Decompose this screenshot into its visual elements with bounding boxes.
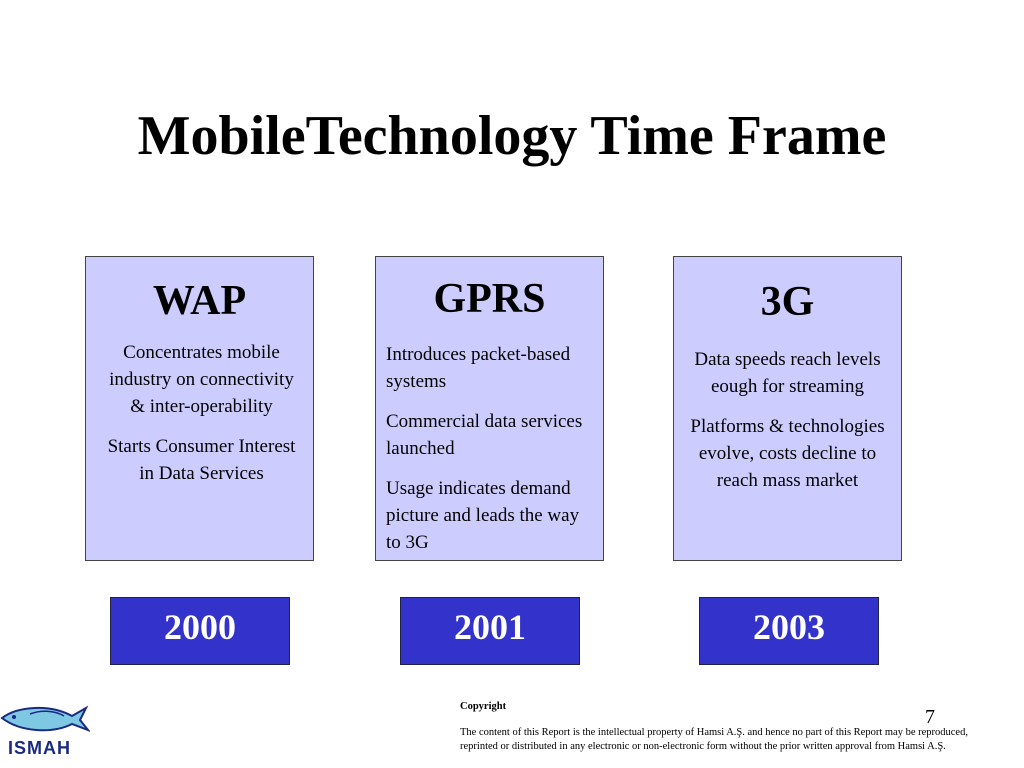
wap-card: WAP Concentrates mobile industry on conn… <box>85 256 314 561</box>
3g-card: 3G Data speeds reach levels eough for st… <box>673 256 902 561</box>
card-body: Introduces packet-based systems Commerci… <box>376 324 603 556</box>
card-point: Concentrates mobile industry on connecti… <box>109 342 294 417</box>
copyright-text: The content of this Report is the intell… <box>460 727 968 752</box>
year-box-2000: 2000 <box>110 597 290 665</box>
card-body: Data speeds reach levels eough for strea… <box>674 327 901 494</box>
card-point: Commercial data services launched <box>386 411 583 459</box>
copyright-heading: Copyright <box>460 701 507 712</box>
page-number: 7 <box>925 706 935 728</box>
copyright-notice: Copyright The content of this Report is … <box>460 700 1000 754</box>
gprs-card: GPRS Introduces packet-based systems Com… <box>375 256 604 561</box>
fish-icon <box>0 705 90 732</box>
card-point: Usage indicates demand picture and leads… <box>386 478 580 553</box>
logo-text: ISMAH <box>8 738 71 758</box>
card-point: Platforms & technologies evolve, costs d… <box>690 416 885 491</box>
card-point: Starts Consumer Interest in Data Service… <box>107 436 296 484</box>
card-body: Concentrates mobile industry on connecti… <box>86 329 313 487</box>
card-heading: GPRS <box>433 276 546 322</box>
year-box-2001: 2001 <box>400 597 580 665</box>
card-point: Introduces packet-based systems <box>386 344 571 392</box>
year-box-2003: 2003 <box>699 597 879 665</box>
card-heading: WAP <box>152 278 247 324</box>
card-point: Data speeds reach levels eough for strea… <box>694 349 881 397</box>
card-heading: 3G <box>760 279 815 325</box>
slide-title: MobileTechnology Time Frame <box>137 105 887 167</box>
